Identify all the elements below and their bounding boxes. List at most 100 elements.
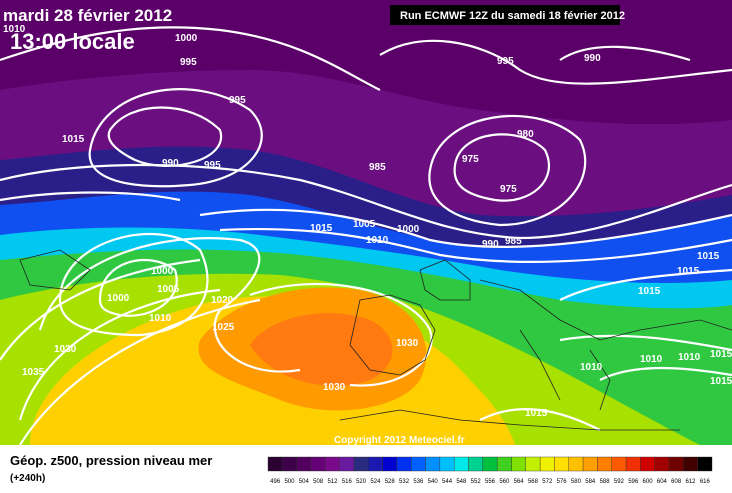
colorbar-swatch — [468, 456, 484, 472]
colorbar-label: 584 — [585, 479, 596, 485]
colorbar-label: 616 — [700, 479, 711, 485]
colorbar-label: 576 — [557, 479, 568, 485]
colorbar-swatch — [382, 456, 398, 472]
contour-label: 995 — [229, 95, 246, 106]
isobar — [88, 88, 263, 188]
contour-label: 985 — [369, 162, 386, 173]
colorbar-label: 596 — [628, 479, 639, 485]
contour-label: 1015 — [62, 134, 85, 145]
contour-label: 1015 — [525, 408, 548, 419]
colorbar-swatch — [539, 456, 555, 472]
colorbar-swatch — [554, 456, 569, 472]
colorbar-swatch — [353, 456, 369, 472]
colorbar-swatch — [310, 456, 326, 472]
colorbar-label: 604 — [657, 479, 668, 485]
colorbar-swatch — [625, 456, 641, 472]
colorbar-label: 544 — [442, 479, 453, 485]
colorbar-label: 508 — [313, 479, 324, 485]
colorbar-swatch — [683, 456, 698, 472]
coastline — [479, 279, 732, 411]
isobars — [0, 26, 732, 446]
colorbar-swatch — [296, 456, 312, 472]
contour-label: 1010 — [580, 362, 603, 373]
contour-labels: 1010 1000 995 995 1015 990 995 985 975 980 975 995 9… — [3, 24, 732, 419]
field-orange-core — [250, 313, 393, 386]
colorbar-swatch — [697, 456, 713, 472]
contour-label: 1010 — [640, 354, 663, 365]
colorbar-label: 552 — [471, 479, 482, 485]
contour-label: 1000 — [175, 33, 198, 44]
isobar — [58, 232, 209, 337]
contour-label: 990 — [162, 158, 179, 169]
time-title: 13:00 locale — [10, 29, 135, 54]
contour-label: 1000 — [107, 293, 130, 304]
colorbar-label: 560 — [499, 479, 510, 485]
colorbar-swatch — [325, 456, 340, 472]
colorbar-swatch — [267, 456, 283, 472]
contour-label: 1015 — [710, 349, 732, 360]
isobar — [428, 114, 587, 227]
contour-label: 1015 — [638, 286, 661, 297]
colorbar-label: 540 — [428, 479, 439, 485]
colorbar-label: 556 — [485, 479, 496, 485]
colorbar-label: 588 — [600, 479, 611, 485]
isobar — [18, 288, 261, 446]
isobar — [0, 163, 732, 240]
colorbar-swatch — [368, 456, 383, 472]
isobar — [0, 191, 732, 248]
contour-label: 1010 — [149, 313, 172, 324]
contour-label: 975 — [500, 184, 517, 195]
contour-label: 1015 — [710, 376, 732, 387]
colorbar-swatch — [568, 456, 584, 472]
coastline — [419, 259, 471, 301]
colorbar-swatch — [611, 456, 627, 472]
contour-label: 990 — [482, 239, 499, 250]
colorbar-swatch — [425, 456, 441, 472]
colorbar-swatch — [511, 456, 527, 472]
colorbar-swatch — [525, 456, 541, 472]
contour-label: 1015 — [677, 266, 700, 277]
contour-label: 1020 — [211, 295, 234, 306]
colorbar-swatch — [411, 456, 426, 472]
coastline — [19, 249, 91, 291]
isobar — [0, 26, 381, 91]
colorbar-label: 524 — [370, 479, 381, 485]
contour-label: 995 — [497, 56, 514, 67]
legend-lead: (+240h) — [10, 473, 45, 484]
colorbar-label: 580 — [571, 479, 582, 485]
contour-label: 990 — [584, 53, 601, 64]
colorbar-swatch — [496, 456, 512, 472]
contour-label: 980 — [517, 129, 534, 140]
isobar — [219, 227, 732, 263]
contour-label: 1015 — [697, 251, 720, 262]
contour-label: 1025 — [212, 322, 235, 333]
contour-label: 1005 — [157, 284, 180, 295]
colorbar-swatch — [282, 456, 297, 472]
colorbar-label: 548 — [456, 479, 467, 485]
coastline — [339, 409, 680, 431]
isobar — [0, 258, 433, 387]
colorbar-swatch — [439, 456, 455, 472]
contour-label: 1005 — [353, 219, 376, 230]
colorbar-swatch — [597, 456, 612, 472]
colorbar-label: 612 — [686, 479, 697, 485]
contour-label: 995 — [180, 57, 197, 68]
colorbar-swatch — [668, 456, 684, 472]
colorbar-swatch — [453, 456, 469, 472]
colorbar-label: 564 — [514, 479, 525, 485]
colorbar-label: 520 — [356, 479, 367, 485]
contour-label: 1030 — [54, 344, 77, 355]
colorbar-label: 516 — [342, 479, 353, 485]
copyright: Copyright 2012 Meteociel.fr — [334, 435, 465, 446]
colorbar-label: 504 — [299, 479, 310, 485]
colorbar-swatch — [654, 456, 670, 472]
isobar — [379, 39, 732, 85]
date-title: mardi 28 février 2012 — [3, 6, 172, 25]
isobar — [38, 237, 301, 373]
isobar — [453, 133, 551, 202]
colorbar: 496 500 504 508 512 516 520 524 528 532 536 540 544 5… — [267, 456, 713, 485]
coastlines — [19, 249, 732, 431]
run-box — [390, 5, 620, 25]
coastline — [349, 294, 436, 376]
colorbar-label: 532 — [399, 479, 410, 485]
